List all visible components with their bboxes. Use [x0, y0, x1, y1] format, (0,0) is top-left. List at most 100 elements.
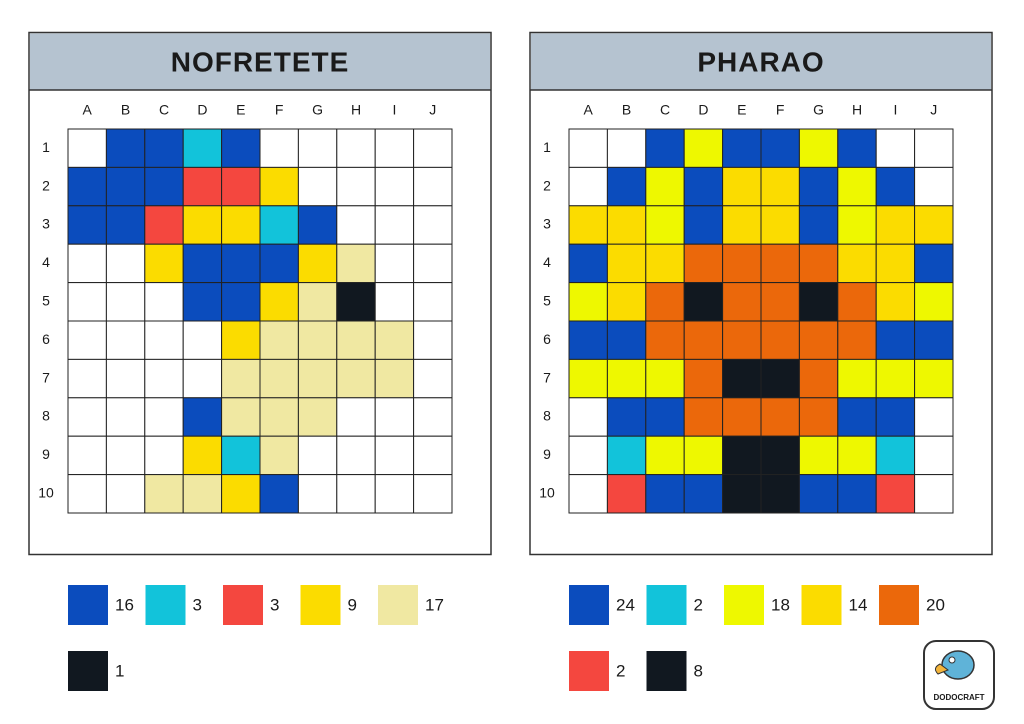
cell [722, 397, 762, 437]
legend-swatch [68, 651, 108, 691]
cell [645, 243, 685, 284]
column-label: I [893, 102, 897, 118]
cell [144, 397, 184, 437]
cell [875, 397, 916, 437]
cell [67, 435, 107, 476]
cell [336, 205, 376, 245]
column-label: E [236, 102, 245, 118]
cell [221, 397, 261, 437]
cell [798, 435, 839, 476]
row-label: 7 [543, 369, 551, 385]
cell [760, 320, 800, 360]
cell [645, 358, 685, 399]
cell [837, 358, 877, 399]
row-label: 3 [543, 216, 551, 232]
cell [722, 358, 762, 399]
column-label: B [121, 102, 130, 118]
cell [336, 397, 376, 437]
cell [374, 243, 415, 284]
cell [221, 435, 261, 476]
cell [374, 205, 415, 245]
cell [645, 474, 685, 514]
cell [413, 243, 453, 284]
cell [259, 166, 299, 207]
legend-swatch [378, 585, 418, 625]
cell [297, 358, 338, 399]
cell [875, 166, 916, 207]
cell [221, 358, 261, 399]
legend-count: 8 [694, 661, 703, 680]
row-label: 9 [42, 446, 50, 462]
legend-swatch [68, 585, 108, 625]
cell [760, 435, 800, 476]
legend-swatch [646, 585, 687, 625]
row-label: 6 [543, 331, 551, 347]
column-label: J [429, 102, 436, 118]
cell [297, 397, 338, 437]
row-label: 4 [543, 254, 551, 270]
cell [683, 435, 724, 476]
cell [568, 358, 608, 399]
cell [722, 320, 762, 360]
cell [105, 358, 146, 399]
cell [798, 128, 839, 168]
cell [182, 358, 223, 399]
legend-count: 3 [193, 595, 202, 614]
cell [568, 282, 608, 322]
cell [297, 474, 338, 514]
legend-count: 3 [270, 595, 279, 614]
column-label: A [83, 102, 93, 118]
cell [798, 320, 839, 360]
legend-count: 17 [425, 595, 444, 614]
cell [336, 166, 376, 207]
cell [606, 320, 647, 360]
legend-count: 2 [694, 595, 703, 614]
cell [875, 243, 916, 284]
cell [182, 205, 223, 245]
cell [259, 128, 299, 168]
cell [798, 282, 839, 322]
cell [606, 474, 647, 514]
cell [875, 435, 916, 476]
row-label: 9 [543, 446, 551, 462]
cell [798, 243, 839, 284]
cell [722, 282, 762, 322]
cell [798, 474, 839, 514]
cell [568, 205, 608, 245]
column-label: C [660, 102, 670, 118]
cell [374, 166, 415, 207]
cell [837, 243, 877, 284]
panel-title: PHARAO [697, 46, 824, 77]
cell [760, 128, 800, 168]
cell [336, 358, 376, 399]
legend-swatch [569, 651, 609, 691]
cell [336, 435, 376, 476]
column-label: C [159, 102, 169, 118]
cell [606, 397, 647, 437]
cell [645, 397, 685, 437]
cell [259, 474, 299, 514]
cell [105, 205, 146, 245]
cell [144, 320, 184, 360]
legend-count: 9 [348, 595, 357, 614]
row-label: 5 [543, 293, 551, 309]
cell [683, 128, 724, 168]
cell [722, 243, 762, 284]
cell [875, 205, 916, 245]
cell [914, 128, 954, 168]
cell [67, 320, 107, 360]
cell [837, 282, 877, 322]
cell [374, 282, 415, 322]
cell [760, 397, 800, 437]
cell [722, 166, 762, 207]
cell [722, 435, 762, 476]
cell [606, 243, 647, 284]
cell [144, 128, 184, 168]
cell [568, 166, 608, 207]
cell [875, 474, 916, 514]
cell [221, 205, 261, 245]
column-label: I [392, 102, 396, 118]
row-label: 4 [42, 254, 50, 270]
legend-swatch [646, 651, 687, 691]
cell [105, 128, 146, 168]
